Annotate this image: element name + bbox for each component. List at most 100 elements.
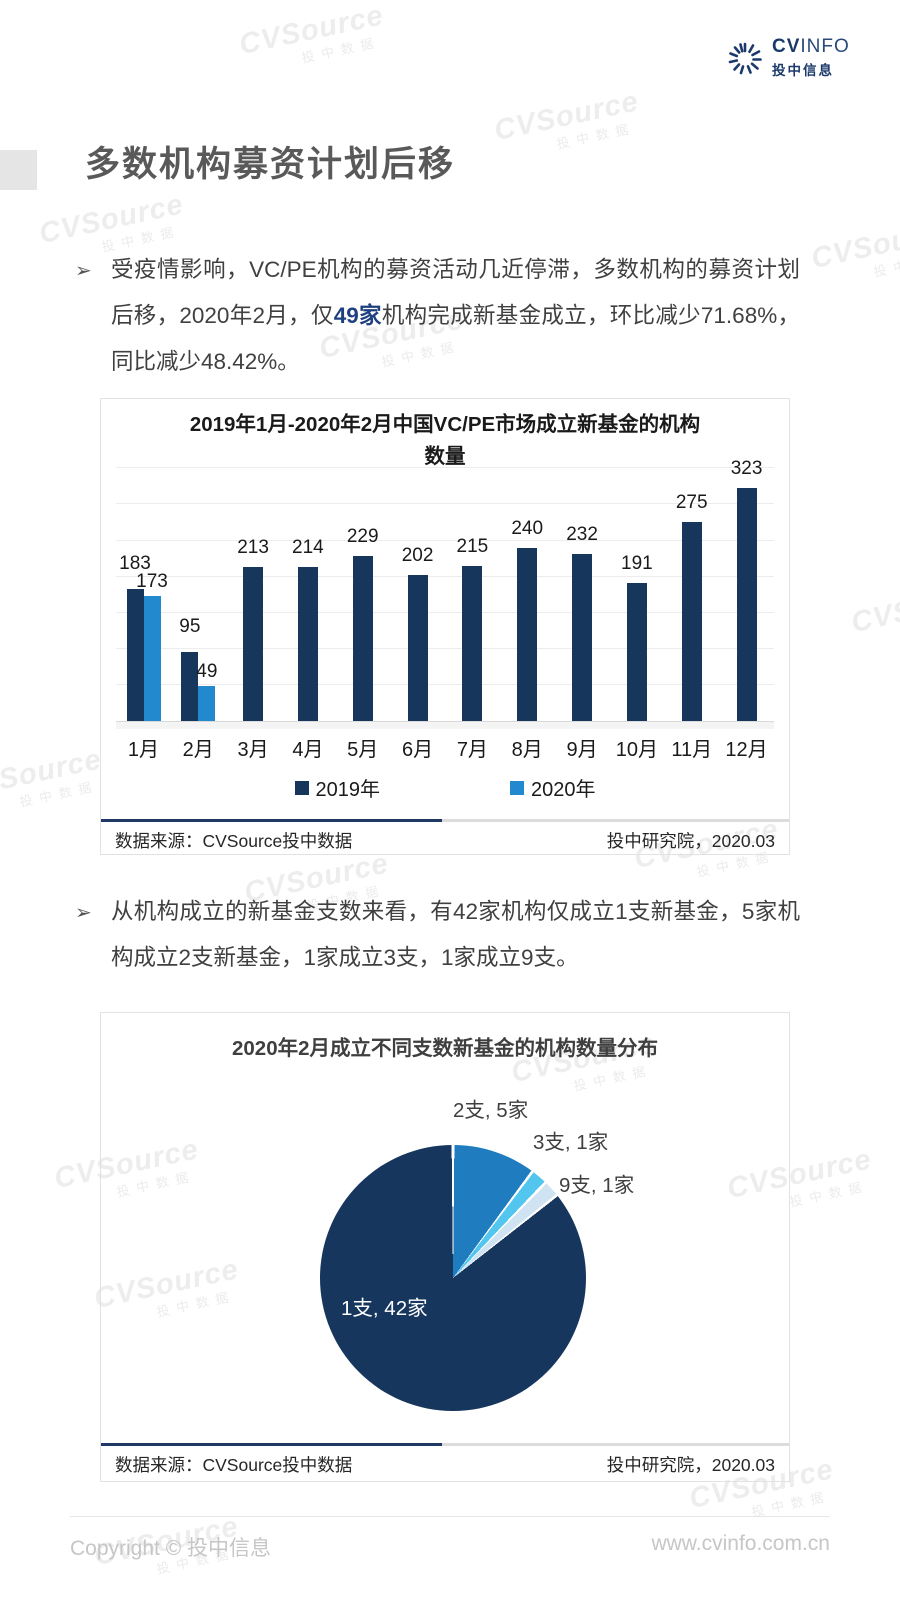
bar-value-label: 213 (237, 537, 269, 559)
bar-value-label: 95 (179, 616, 201, 638)
bar-group-5月: 229 (335, 459, 390, 721)
bar-plot-area: 183 173 95 49 213 214 229 202 215 240 232 191 275 323 (116, 457, 774, 721)
bar-2019年-1月 (126, 588, 144, 721)
x-axis-band (116, 722, 774, 729)
month-label-4月: 4月 (292, 739, 324, 761)
bar-group-3月: 213 (226, 459, 281, 721)
cvinfo-logo-text: CVINFO 投中信息 (772, 36, 850, 79)
month-label-11月: 11月 (671, 739, 713, 761)
month-label-3月: 3月 (237, 739, 269, 761)
footer-copyright: Copyright © 投中信息 (70, 1537, 272, 1560)
bar-2019年-10月 (626, 583, 647, 721)
bar-group-2月: 95 49 (171, 459, 226, 721)
bar-group-6月: 202 (390, 459, 445, 721)
pie-label-3funds: 3支, 1家 (533, 1131, 609, 1154)
bar-value-label: 275 (675, 492, 708, 514)
cvinfo-logo: CVINFO 投中信息 (726, 36, 850, 79)
bar-2019年-12月 (736, 487, 757, 721)
gridline (116, 611, 774, 613)
bar-group-7月: 215 (445, 459, 500, 721)
bar-2019年-5月 (352, 555, 373, 721)
bar-2019年-6月 (407, 575, 428, 721)
cvsource-watermark: CVSource投中数据 (848, 577, 900, 640)
bar-group-4月: 214 (281, 459, 336, 721)
gridline (116, 539, 774, 541)
legend-label-2020: 2020年 (531, 779, 596, 801)
bar-institute-date: 投中研究院，2020.03 (606, 831, 775, 851)
bar-chart-legend: 2019年 2020年 (101, 773, 789, 802)
title-accent-block (0, 150, 37, 190)
legend-item-2019: 2019年 (294, 773, 381, 802)
bar-card-footer: 数据来源：CVSource投中数据 投中研究院，2020.03 (101, 828, 789, 853)
gridline (116, 683, 774, 685)
bar-2019年-9月 (572, 553, 593, 721)
cvinfo-wordmark: CVINFO (772, 36, 850, 57)
bar-value-label: 214 (292, 536, 324, 558)
bar-value-label: 323 (730, 457, 763, 479)
bar-group-1月: 183 173 (116, 459, 171, 721)
bar-value-label: 215 (456, 535, 489, 557)
month-label-9月: 9月 (566, 739, 598, 761)
pie-card-separator (101, 1443, 789, 1446)
bar-value-label: 202 (401, 545, 434, 567)
month-label-10月: 10月 (615, 739, 658, 761)
bar-value-label: 173 (136, 571, 168, 593)
cvinfo-starburst-icon (728, 42, 762, 74)
pie-chart-card: 2020年2月成立不同支数新基金的机构数量分布 2支, 5家 3支, 1家 9支… (100, 1012, 790, 1482)
month-label-8月: 8月 (511, 739, 543, 761)
bar-2019年-3月 (243, 567, 264, 721)
bar-value-label: 240 (511, 517, 544, 539)
bullet-paragraph-2: ➢ 从机构成立的新基金支数来看，有42家机构仅成立1支新基金，5家机构成立2支新… (75, 889, 800, 981)
page-title: 多数机构募资计划后移 (85, 145, 456, 184)
bar-card-separator (101, 819, 789, 822)
bullet-1-text: 受疫情影响，VC/PE机构的募资活动几近停滞，多数机构的募资计划后移，2020年… (111, 257, 801, 374)
bar-chart-title-line2: 数量 (424, 445, 466, 468)
month-label-7月: 7月 (456, 739, 488, 761)
bar-2019年-4月 (297, 566, 318, 721)
bar-2019年-2月 (181, 652, 199, 721)
pie-label-9funds: 9支, 1家 (559, 1174, 635, 1197)
bullet-arrow-icon: ➢ (75, 902, 92, 924)
x-axis-line (116, 721, 774, 722)
bullet-2-text: 从机构成立的新基金支数来看，有42家机构仅成立1支新基金，5家机构成立2支新基金… (111, 899, 800, 970)
bar-2020年-2月 (198, 685, 216, 721)
bullet-arrow-icon: ➢ (75, 260, 92, 282)
bar-2019年-11月 (681, 522, 702, 721)
pie-chart (320, 1145, 586, 1411)
bar-2020年-1月 (143, 596, 161, 721)
bar-value-label: 229 (346, 525, 379, 547)
gridline (116, 467, 774, 469)
month-label-6月: 6月 (401, 739, 434, 761)
gridline (116, 647, 774, 649)
bar-chart-card: 2019年1月-2020年2月中国VC/PE市场成立新基金的机构 数量 183 1… (100, 398, 790, 855)
gridline (116, 503, 774, 505)
bar-group-10月: 191 (610, 459, 665, 721)
bullet-paragraph-1: ➢ 受疫情影响，VC/PE机构的募资活动几近停滞，多数机构的募资计划后移，202… (75, 247, 800, 385)
bar-data-source: 数据来源：CVSource投中数据 (115, 831, 353, 851)
legend-item-2020: 2020年 (510, 773, 596, 802)
footer-divider (70, 1516, 830, 1517)
bar-value-label: 183 (119, 552, 151, 574)
legend-label-2019: 2019年 (315, 779, 381, 801)
bar-group-11月: 275 (664, 459, 719, 721)
x-axis-labels: 1月 2月 3月 4月 5月 6月 7月 8月 9月 10月 11月 12月 (116, 733, 774, 762)
bar-group-9月: 232 (555, 459, 610, 721)
bar-value-label: 232 (566, 523, 598, 545)
gridline (116, 575, 774, 577)
legend-swatch-2020 (510, 780, 524, 795)
highlight-49: 49家 (333, 303, 382, 328)
bar-value-label: 49 (196, 660, 218, 682)
bar-group-8月: 240 (500, 459, 555, 721)
month-label-2月: 2月 (182, 739, 214, 761)
pie-chart-title: 2020年2月成立不同支数新基金的机构数量分布 (231, 1037, 658, 1060)
bar-2019年-8月 (517, 547, 538, 721)
bar-2019年-7月 (462, 565, 483, 721)
cvinfo-cn-name: 投中信息 (772, 63, 834, 78)
pie-label-2funds: 2支, 5家 (453, 1099, 529, 1122)
month-label-1月: 1月 (127, 739, 159, 761)
